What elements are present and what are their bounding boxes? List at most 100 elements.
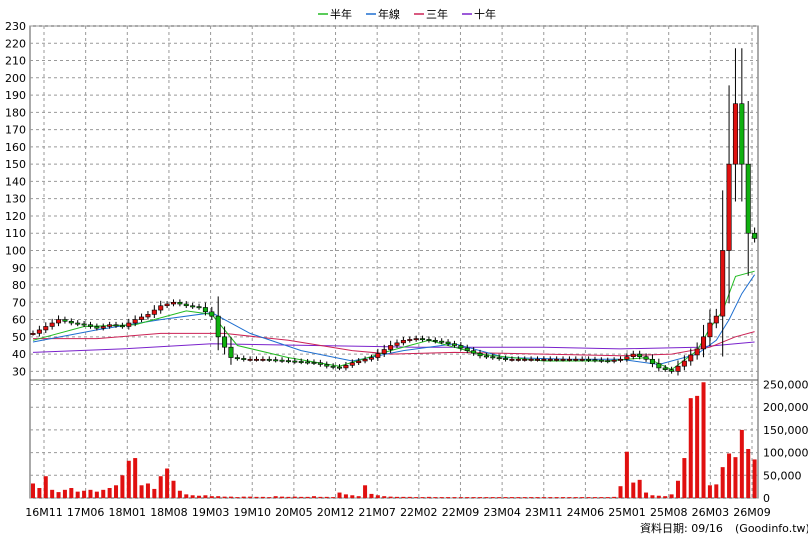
candle-body [522,358,528,361]
candle-body [145,314,151,318]
volume-bar [688,398,693,498]
candle-body [701,336,707,350]
price-tick-label: 230 [5,20,26,33]
time-tick-label: 25M01 [608,506,646,519]
volume-bar [420,497,425,498]
volume-bar [605,497,610,498]
volume-bar [343,494,348,498]
time-tick-label: 17M06 [67,506,105,519]
legend-label: 半年 [330,7,352,21]
volume-bar [644,492,649,498]
volume-bar [478,497,483,498]
volume-bar [171,480,176,498]
volume-bar [752,459,757,498]
volume-bar [305,496,310,498]
candle-body [247,358,253,361]
volume-bar [292,496,297,498]
price-tick-label: 210 [5,55,26,68]
volume-bar [197,495,202,498]
candle-body [254,358,260,361]
candle-body [739,103,745,165]
volume-bar [637,479,642,498]
candle-body [164,303,170,307]
price-tick-label: 140 [5,175,26,188]
candle-body [407,339,413,341]
candle-body [170,301,176,305]
volume-bar [567,497,572,498]
volume-bar [554,497,559,498]
volume-bar [707,485,712,498]
volume-bar [203,495,208,498]
volume-bar [43,476,48,498]
volume-bar [701,382,706,498]
candle-body [573,358,579,361]
time-axis: 16M11 17M06 18M01 18M08 19M03 19M10 20M05 20M12… [25,506,771,519]
volume-bar [82,490,87,498]
candle-body [196,306,202,309]
price-tick-label: 70 [12,296,26,309]
volume-bar [695,395,700,498]
volume-bar [177,490,182,498]
volume-bar [746,448,751,498]
candle-body [381,349,387,354]
volume-bar [299,496,304,498]
candle-body [579,358,585,361]
time-tick-label: 20M12 [317,506,355,519]
volume-bar [260,496,265,498]
candle-body [75,322,81,325]
volume-bar [37,488,42,498]
volume-bar [650,495,655,498]
volume-bar [382,496,387,498]
candle-body [279,359,285,362]
volume-tick-label: 100,000 [763,447,808,460]
candle-body [637,353,643,357]
candle-body [656,363,662,369]
volume-bar [190,495,195,498]
price-tick-label: 190 [5,89,26,102]
time-tick-label: 24M06 [567,506,605,519]
time-tick-label: 19M10 [233,506,271,519]
candle-body [669,369,675,372]
volume-bar [631,482,636,498]
volume-bar [228,496,233,498]
candle-body [649,358,655,364]
volume-bar [714,484,719,498]
candle-body [151,309,157,315]
candle-body [139,316,145,320]
candle-body [228,346,234,358]
candle-body [107,324,113,327]
candle-body [496,357,502,360]
volume-bar [107,488,112,498]
candle-body [732,103,738,165]
volume-bar [158,476,163,498]
time-tick-label: 23M11 [525,506,563,519]
volume-bar [133,458,138,498]
volume-bar [452,497,457,498]
candle-body [618,358,624,361]
volume-bar [94,491,99,498]
volume-bar [120,475,125,498]
candle-body [592,359,598,362]
candle-body [675,365,681,372]
grid-lines [30,25,758,499]
price-tick-label: 100 [5,244,26,257]
time-tick-label: 26M09 [733,506,771,519]
candle-body [113,324,119,327]
volume-bar [337,492,342,498]
candle-body [126,322,132,327]
time-tick-label: 18M08 [150,506,188,519]
volume-bar [69,488,74,498]
candle-body [598,359,604,362]
volume-bar [522,497,527,498]
volume-bar [720,467,725,498]
candle-body [745,163,751,234]
volume-bar [145,483,150,498]
candle-body [260,358,266,361]
time-tick-label: 19M03 [192,506,230,519]
volume-bar [222,496,227,498]
volume-bar [75,491,80,498]
candle-body [586,358,592,361]
volume-bar [369,493,374,498]
candle-body [528,358,534,361]
